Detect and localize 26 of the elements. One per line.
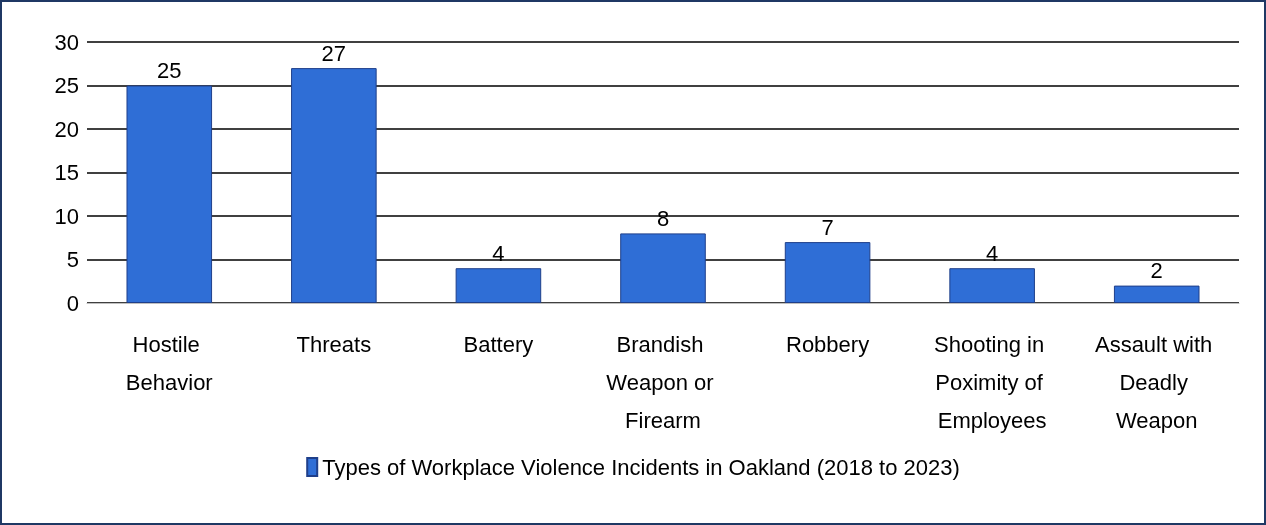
bar: [620, 233, 706, 303]
x-tick-label: Assault with Deadly Weapon: [1094, 331, 1219, 433]
y-tick-label: 25: [54, 73, 79, 98]
x-tick-label: Robbery: [785, 331, 870, 357]
bar: [784, 242, 871, 303]
legend-label: Types of Workplace Violence Incidents in Oakland (2018 to 2023): [322, 454, 960, 480]
y-tick-label: 20: [54, 116, 79, 142]
bar: [126, 85, 213, 303]
bar: [291, 68, 377, 303]
data-label: 27: [321, 40, 347, 66]
data-label: 25: [157, 58, 182, 83]
y-tick-label: 5: [66, 247, 79, 272]
y-tick-label: 10: [54, 203, 79, 229]
y-tick-label: 0: [66, 290, 79, 316]
bar: [455, 268, 542, 303]
y-tick-label: 30: [54, 29, 79, 55]
x-tick-label: Shooting in Poximity of Employees: [934, 331, 1051, 433]
x-tick-label: Hostile Behavior: [125, 331, 213, 395]
x-tick-label: Threats: [296, 331, 372, 357]
y-tick-label: 15: [54, 160, 79, 185]
data-label: 2: [1150, 258, 1163, 284]
x-tick-label: Battery: [463, 331, 534, 357]
data-label: 7: [821, 214, 834, 240]
bar: [949, 268, 1035, 303]
x-tick-label: Brandish Weapon or Firearm: [606, 331, 720, 433]
bar: [1113, 285, 1200, 303]
